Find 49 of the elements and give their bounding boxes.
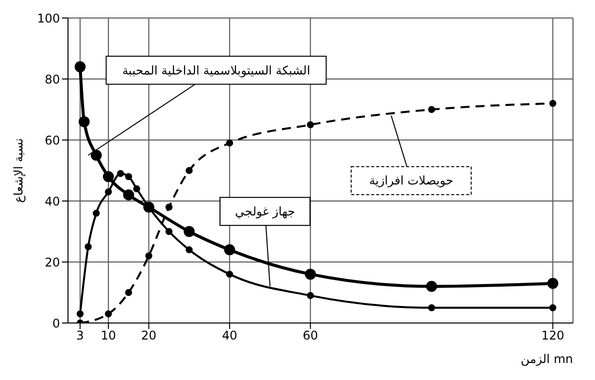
y-tick-label: 40: [44, 194, 60, 208]
annotation: جهاز غولجي: [234, 204, 296, 218]
x-tick-label: 60: [302, 328, 318, 343]
y-tick-label: 80: [44, 72, 60, 86]
point: [133, 185, 140, 192]
x-tick-label: 40: [222, 328, 238, 343]
point: [125, 173, 132, 180]
y-tick-label: 20: [44, 255, 60, 270]
point: [104, 188, 112, 196]
point: [549, 304, 556, 312]
point: [426, 280, 438, 292]
x-tick-label: 10: [100, 328, 116, 343]
y-tick-label: 60: [44, 133, 60, 148]
point: [117, 170, 124, 178]
point: [92, 210, 100, 217]
point: [166, 204, 172, 211]
point: [125, 289, 132, 296]
point: [102, 171, 114, 182]
y-tick-label: 100: [37, 11, 60, 26]
x-tick-label: 120: [541, 328, 564, 343]
point: [186, 167, 193, 174]
point: [306, 121, 314, 128]
point: [428, 106, 436, 113]
y-axis-title: نسبة الإشعاع: [11, 138, 26, 203]
point: [304, 268, 316, 280]
y-tick-label: 0: [52, 316, 60, 330]
point: [78, 116, 90, 128]
point: [428, 304, 436, 312]
point: [84, 243, 92, 250]
point: [306, 292, 314, 300]
point: [549, 100, 556, 107]
point: [184, 226, 195, 237]
x-tick-label: 3: [76, 328, 84, 343]
point: [74, 61, 86, 72]
point: [547, 278, 558, 289]
point: [186, 246, 193, 254]
point: [224, 244, 236, 256]
point: [76, 310, 84, 318]
annotation: الشبكة السيتوبلاسمية الداخلية المحببة: [122, 63, 310, 78]
point: [90, 150, 102, 161]
point: [145, 252, 152, 260]
point: [226, 140, 234, 147]
annotation: حويصلات افرازية: [369, 174, 454, 188]
point: [226, 270, 234, 278]
x-tick-label: 20: [141, 328, 156, 343]
point: [166, 228, 172, 235]
point: [104, 310, 112, 318]
point: [123, 189, 134, 200]
x-axis-title: الزمن mn: [520, 352, 573, 366]
